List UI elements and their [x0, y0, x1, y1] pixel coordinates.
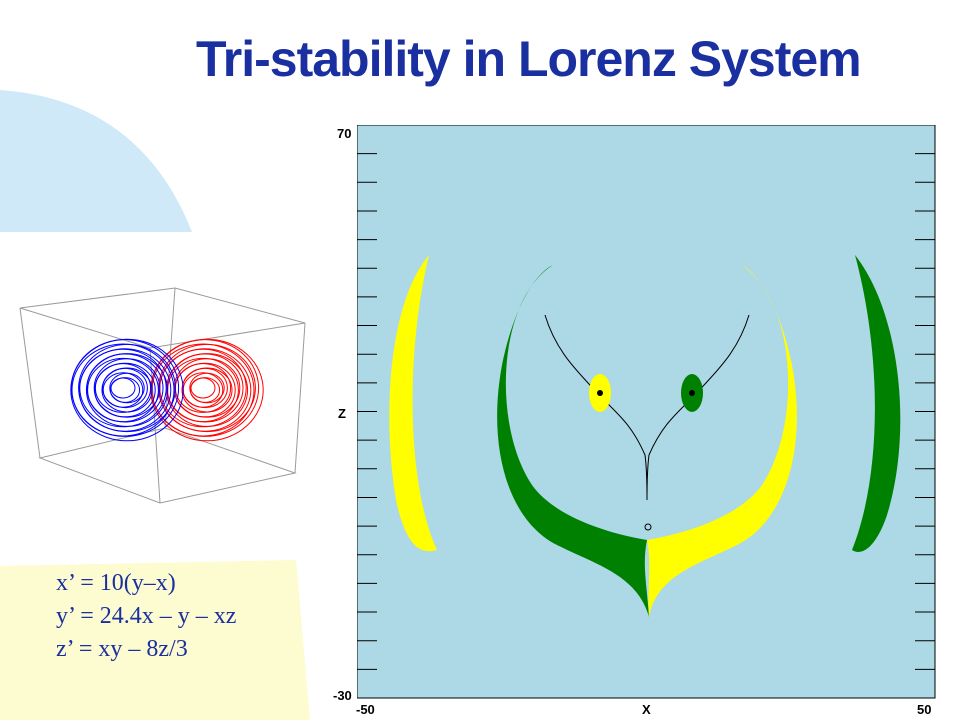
blue-orbit [70, 338, 184, 442]
blue-orbit-center [121, 384, 129, 392]
z-axis-title: Z [338, 406, 346, 421]
attractor-orbits [70, 338, 264, 442]
x-axis-title: X [642, 702, 651, 717]
lorenz-equations: x’ = 10(y–x) y’ = 24.4x – y – xz z’ = xy… [56, 567, 236, 666]
stable-manifold-lines [544, 314, 750, 501]
left-fixed-point [597, 390, 603, 396]
red-orbit-center [201, 384, 209, 392]
plot-background [357, 125, 936, 699]
basin-of-attraction-plot [357, 125, 936, 699]
right-fixed-point [689, 390, 695, 396]
z-axis-max-label: 70 [337, 126, 352, 141]
x-axis-min-label: -50 [356, 702, 375, 717]
equation-z: z’ = xy – 8z/3 [56, 636, 188, 662]
slide-title: Tri-stability in Lorenz System [196, 31, 862, 87]
yellow-inner-arc [647, 265, 797, 617]
equation-x: x’ = 10(y–x) [56, 570, 176, 596]
green-right-crescent [852, 255, 901, 552]
z-axis-min-label: -30 [333, 688, 352, 703]
lorenz-attractor-cube [19, 287, 306, 504]
corner-wave-shape [0, 90, 192, 232]
equation-y: y’ = 24.4x – y – xz [56, 603, 237, 629]
equation-background [0, 560, 310, 720]
yellow-left-crescent [389, 255, 437, 552]
x-axis-max-label: 50 [917, 702, 932, 717]
axis-ticks [357, 153, 935, 670]
green-inner-arc [497, 265, 649, 617]
origin-point [644, 523, 652, 531]
